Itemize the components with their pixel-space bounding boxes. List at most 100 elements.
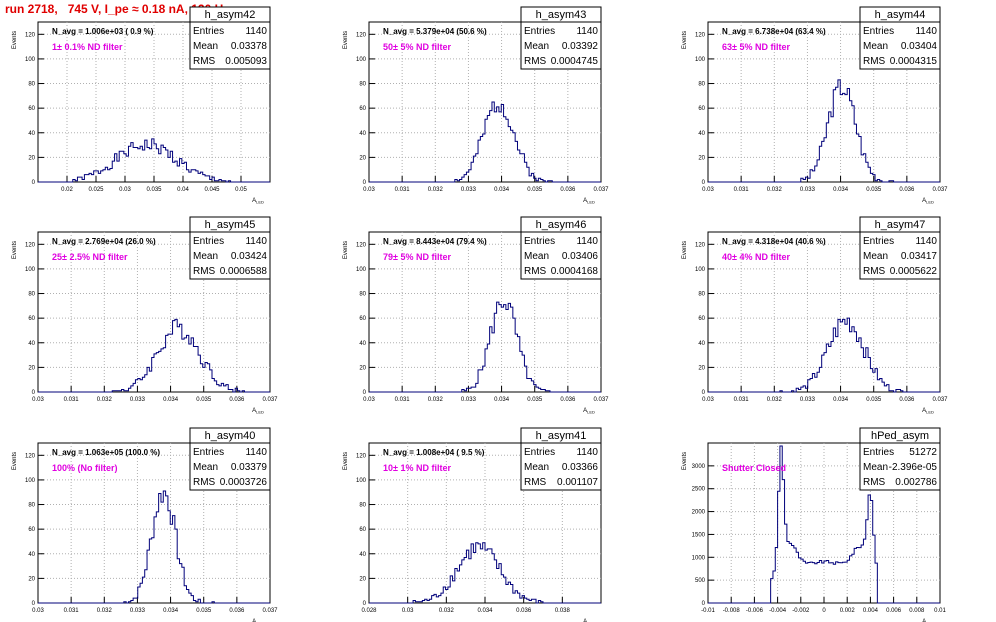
x-tick-label: 0.035: [527, 397, 543, 403]
x-tick-label: 0.033: [130, 397, 146, 403]
histogram-panel: 0.028 0.03 0.032 0.034 0.036 0.038 0 20 40 60 80 10…: [343, 427, 602, 622]
y-tick-label: 100: [25, 478, 36, 484]
stats-value: 0.03378: [231, 41, 268, 52]
y-tick-label: 100: [356, 478, 367, 484]
histogram-line: [38, 318, 270, 393]
y-tick-label: 120: [356, 453, 367, 459]
stats-title: h_asym41: [536, 430, 587, 442]
stats-box: [189, 216, 271, 280]
x-tick-label: 0.035: [196, 608, 212, 614]
stats-title: h_asym46: [536, 219, 587, 231]
y-tick-label: 60: [28, 527, 35, 533]
stats-value: 51272: [909, 447, 937, 458]
stats-value: 1140: [245, 236, 267, 247]
stats-value: 0.03379: [231, 462, 268, 473]
y-tick-label: 60: [28, 316, 35, 322]
x-tick-label: 0.01: [934, 608, 946, 614]
x-tick-label: -0.008: [723, 608, 741, 614]
y-axis-label: Events: [682, 31, 688, 49]
y-tick-label: 2000: [692, 510, 706, 516]
navg-label: N_avg = 4.318e+04 (40.6 %): [722, 237, 826, 246]
stats-label: Mean: [863, 462, 888, 473]
stats-value: 0.03392: [562, 41, 599, 52]
navg-label: N_avg = 1.006e+03 ( 0.9 %): [52, 27, 154, 36]
x-tick-label: 0.036: [899, 187, 915, 193]
x-tick-label: 0.037: [593, 187, 609, 193]
stats-value: 0.03424: [231, 251, 268, 262]
stats-label: Entries: [524, 447, 555, 458]
plot-frame: [37, 231, 271, 393]
stats-label: Entries: [193, 236, 224, 247]
y-tick-label: 120: [25, 242, 36, 248]
x-tick-label: -0.002: [792, 608, 810, 614]
y-tick-label: 100: [25, 57, 36, 63]
histogram-panel: 0.03 0.031 0.032 0.033 0.034 0.035 0.036 0.037 0…: [343, 6, 609, 205]
stats-value: 1140: [576, 236, 598, 247]
y-tick-label: 60: [28, 106, 35, 112]
x-tick-label: 0.045: [204, 187, 220, 193]
x-axis-label: ALED: [583, 198, 595, 205]
stats-box: [859, 216, 941, 280]
x-tick-label: 0.006: [886, 608, 902, 614]
x-tick-label: -0.006: [746, 608, 764, 614]
y-axis-label: Events: [343, 31, 349, 49]
stats-value: 0.0004315: [890, 56, 938, 67]
x-tick-label: 0.03: [363, 397, 375, 403]
histogram-panel: 0.03 0.031 0.032 0.033 0.034 0.035 0.036 0.037 0…: [682, 216, 948, 415]
plot-frame: [707, 231, 941, 393]
x-tick-label: 0.032: [767, 187, 783, 193]
stats-value: 1140: [576, 447, 598, 458]
x-tick-label: 0.033: [800, 397, 816, 403]
stats-label: RMS: [193, 477, 216, 488]
y-tick-label: 120: [25, 32, 36, 38]
y-tick-label: 0: [32, 390, 36, 396]
y-tick-label: 3000: [692, 464, 706, 470]
y-tick-label: 100: [356, 267, 367, 273]
x-tick-label: 0.036: [516, 608, 532, 614]
x-tick-label: 0.037: [932, 187, 948, 193]
y-tick-label: 100: [695, 57, 706, 63]
x-axis-label: ALED: [922, 198, 934, 205]
stats-value: 0.0004168: [551, 266, 599, 277]
stats-value: 0.005093: [225, 56, 267, 67]
x-tick-label: 0.034: [494, 397, 510, 403]
y-tick-label: 0: [702, 180, 706, 186]
stats-box: [859, 427, 941, 491]
x-tick-label: 0.034: [494, 187, 510, 193]
stats-title: h_asym43: [536, 9, 587, 21]
x-tick-label: 0.002: [840, 608, 856, 614]
y-tick-label: 0: [32, 601, 36, 607]
stats-title: h_asym40: [205, 430, 256, 442]
histogram-line: [708, 79, 940, 183]
stats-label: Mean: [524, 251, 549, 262]
histogram-line: [708, 445, 940, 604]
y-tick-label: 60: [359, 106, 366, 112]
navg-label: N_avg = 1.008e+04 ( 9.5 %): [383, 448, 485, 457]
stats-value: 0.0003726: [220, 477, 268, 488]
y-axis-label: Events: [682, 241, 688, 259]
y-axis-label: Events: [12, 241, 18, 259]
stats-title: h_asym44: [875, 9, 926, 21]
y-tick-label: 2500: [692, 487, 706, 493]
stats-label: Entries: [863, 26, 894, 37]
x-axis-label: ALED: [583, 408, 595, 415]
filter-label: 40± 4% ND filter: [722, 252, 790, 262]
histogram-line: [369, 542, 601, 604]
x-tick-label: 0.03: [363, 187, 375, 193]
stats-value: 1140: [915, 26, 937, 37]
x-tick-label: 0.032: [767, 397, 783, 403]
x-tick-label: -0.004: [769, 608, 787, 614]
stats-label: RMS: [524, 56, 547, 67]
x-tick-label: 0.032: [97, 397, 113, 403]
y-axis-label: Events: [343, 241, 349, 259]
stats-value: 0.0006588: [220, 266, 268, 277]
stats-label: Mean: [193, 41, 218, 52]
filter-label: Shutter Closed: [722, 463, 786, 473]
histogram-panel: -0.01 -0.008 -0.006 -0.004 -0.002 0 0.002 0.004…: [682, 427, 946, 622]
y-tick-label: 0: [363, 390, 367, 396]
x-tick-label: 0.028: [361, 608, 377, 614]
histogram-panel: 0.03 0.031 0.032 0.033 0.034 0.035 0.036 0.037 0…: [682, 6, 948, 205]
stats-label: RMS: [524, 266, 547, 277]
y-tick-label: 120: [356, 242, 367, 248]
stats-label: RMS: [193, 266, 216, 277]
